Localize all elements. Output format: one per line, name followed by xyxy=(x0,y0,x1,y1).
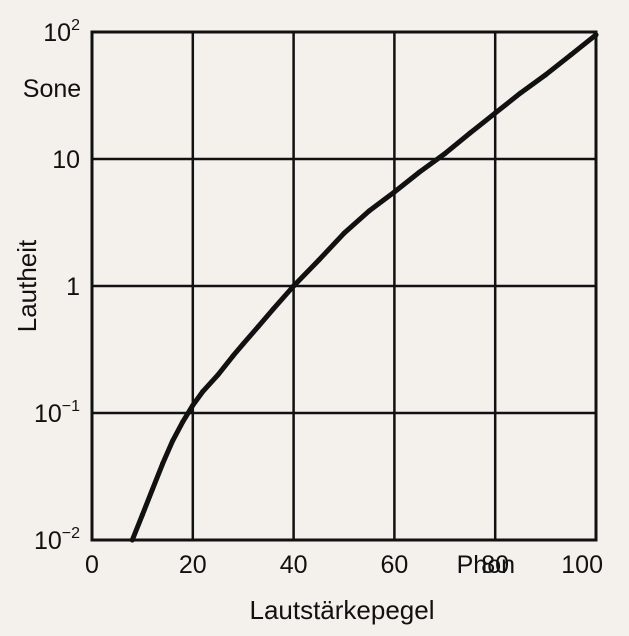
y-axis-title: Lautheit xyxy=(12,239,42,332)
x-tick-label-100: 100 xyxy=(561,551,603,579)
curve-point xyxy=(190,402,196,408)
curve-point xyxy=(517,90,523,96)
curve-point xyxy=(160,461,166,467)
x-tick-label-40: 40 xyxy=(280,551,308,579)
y-tick-label-3: 10 xyxy=(52,146,80,174)
curve-point xyxy=(139,512,145,518)
grid xyxy=(90,30,598,542)
y-unit-label: Sone xyxy=(23,75,81,103)
curve-point xyxy=(170,438,176,444)
x-tick-labels: 0 20 40 60 80 100 xyxy=(85,551,603,579)
curve-point xyxy=(543,72,549,78)
curve-layer xyxy=(129,32,599,543)
y-tick-label-1: 10−1 xyxy=(34,398,80,428)
loudness-curve-0 xyxy=(129,32,599,543)
curve-point xyxy=(255,323,261,329)
y-tick-labels: 10−2 10−1 1 10 102 xyxy=(34,17,80,555)
curve-point xyxy=(240,341,246,347)
curve-point xyxy=(200,388,206,394)
curve-point xyxy=(215,372,221,378)
plot-frame xyxy=(90,30,598,542)
curve-point xyxy=(180,419,186,425)
curve-point xyxy=(391,189,397,195)
curve-point xyxy=(568,52,574,58)
x-axis-title: Lautstärkepegel xyxy=(249,595,434,625)
curve-point xyxy=(316,257,322,263)
curve-point xyxy=(341,230,347,236)
x-tick-label-0: 0 xyxy=(85,551,99,579)
x-tick-label-60: 60 xyxy=(380,551,408,579)
curve-point xyxy=(230,353,236,359)
curve-point xyxy=(366,208,372,214)
curve-point xyxy=(291,283,297,289)
curve-point xyxy=(467,130,473,136)
x-tick-label-80: 80 xyxy=(481,551,509,579)
curve-point xyxy=(417,169,423,175)
y-tick-label-0: 10−2 xyxy=(34,525,80,555)
y-tick-label-2: 1 xyxy=(66,273,80,301)
y-tick-label-4: 102 xyxy=(43,17,80,47)
curve-point xyxy=(442,151,448,157)
x-unit-label: Phon xyxy=(457,551,515,579)
curve-point xyxy=(270,306,276,312)
curve-point xyxy=(492,110,498,116)
x-tick-label-20: 20 xyxy=(179,551,207,579)
curve-point xyxy=(149,486,155,492)
